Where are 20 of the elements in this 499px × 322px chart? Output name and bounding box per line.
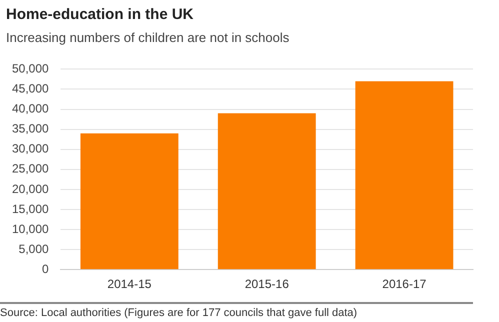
y-tick-label: 25,000 bbox=[12, 162, 50, 176]
bar bbox=[218, 113, 316, 270]
x-tick-label: 2014-15 bbox=[107, 277, 152, 292]
y-tick-label: 15,000 bbox=[12, 202, 50, 216]
y-tick-label: 0 bbox=[42, 262, 50, 276]
source-note: Source: Local authorities (Figures are for 177 councils that gave full data) bbox=[0, 302, 473, 319]
y-tick-label: 45,000 bbox=[12, 82, 50, 96]
y-tick-label: 35,000 bbox=[12, 122, 50, 136]
y-tick-label: 30,000 bbox=[12, 142, 50, 156]
bar bbox=[355, 81, 454, 270]
y-tick-label: 50,000 bbox=[12, 62, 50, 76]
chart-title: Home-education in the UK bbox=[6, 6, 194, 23]
x-tick-label: 2015-16 bbox=[244, 277, 290, 292]
chart-subtitle: Increasing numbers of children are not in schools bbox=[6, 30, 290, 45]
y-tick-label: 5,000 bbox=[18, 242, 50, 256]
bar bbox=[80, 133, 178, 270]
y-tick-label: 40,000 bbox=[12, 102, 50, 116]
x-tick-label: 2016-17 bbox=[382, 277, 427, 292]
y-tick-label: 20,000 bbox=[12, 182, 50, 196]
y-tick-label: 10,000 bbox=[12, 222, 50, 236]
